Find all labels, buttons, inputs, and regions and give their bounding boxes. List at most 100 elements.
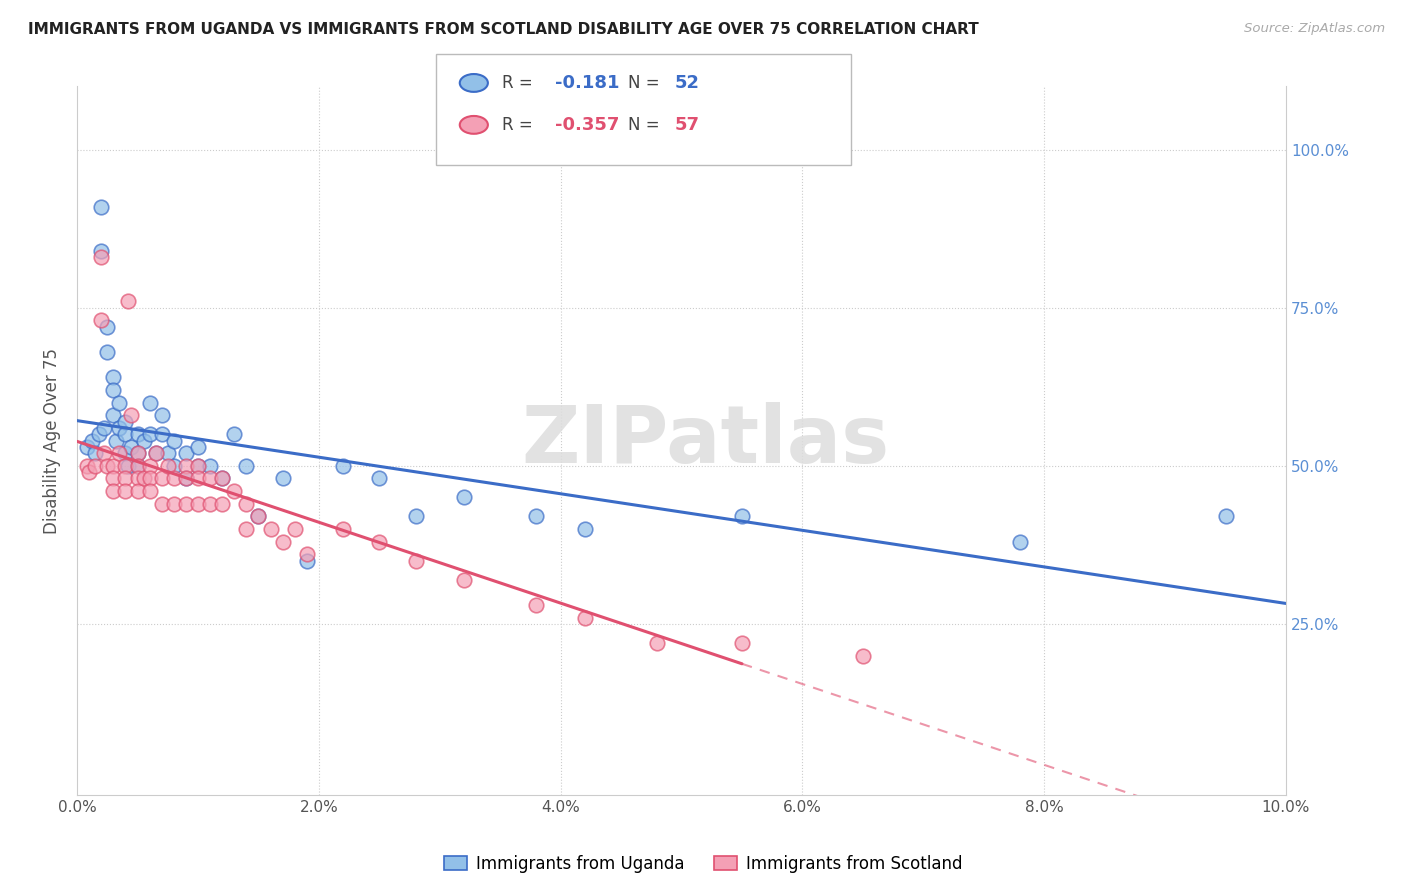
Point bbox=[103, 484, 125, 499]
Point bbox=[211, 471, 233, 485]
Point bbox=[187, 458, 209, 473]
Text: N =: N = bbox=[628, 116, 665, 134]
Point bbox=[198, 458, 221, 473]
Point bbox=[138, 471, 160, 485]
Point bbox=[852, 648, 875, 663]
Point bbox=[108, 446, 131, 460]
Point bbox=[138, 395, 160, 409]
Point bbox=[138, 427, 160, 442]
Point bbox=[93, 421, 115, 435]
Point bbox=[174, 446, 197, 460]
Point bbox=[127, 427, 149, 442]
Point bbox=[259, 522, 281, 536]
Point bbox=[121, 440, 143, 454]
Point bbox=[187, 458, 209, 473]
Text: N =: N = bbox=[628, 74, 665, 92]
Point bbox=[138, 458, 160, 473]
Point bbox=[84, 446, 107, 460]
Point bbox=[114, 427, 136, 442]
Point bbox=[108, 395, 131, 409]
Point bbox=[150, 427, 173, 442]
Point bbox=[103, 458, 125, 473]
Point bbox=[117, 458, 139, 473]
Point bbox=[368, 471, 391, 485]
Point bbox=[90, 250, 112, 264]
Point bbox=[127, 458, 149, 473]
Point bbox=[96, 458, 118, 473]
Point bbox=[150, 497, 173, 511]
Point bbox=[647, 636, 669, 650]
Point bbox=[90, 200, 112, 214]
Point bbox=[187, 497, 209, 511]
Point bbox=[80, 434, 103, 448]
Point bbox=[108, 421, 131, 435]
Point bbox=[104, 434, 127, 448]
Text: ZIPatlas: ZIPatlas bbox=[522, 401, 890, 480]
Point bbox=[163, 434, 186, 448]
Point bbox=[224, 484, 246, 499]
Text: -0.357: -0.357 bbox=[555, 116, 620, 134]
Point bbox=[453, 491, 475, 505]
Point bbox=[76, 440, 98, 454]
Point bbox=[235, 458, 257, 473]
Point bbox=[247, 509, 270, 524]
Point bbox=[163, 497, 186, 511]
Point bbox=[84, 458, 107, 473]
Point bbox=[574, 610, 596, 624]
Point bbox=[87, 427, 110, 442]
Point bbox=[235, 522, 257, 536]
Point bbox=[198, 471, 221, 485]
Point bbox=[127, 471, 149, 485]
Text: Source: ZipAtlas.com: Source: ZipAtlas.com bbox=[1244, 22, 1385, 36]
Point bbox=[77, 465, 100, 479]
Point bbox=[187, 471, 209, 485]
Point bbox=[156, 458, 179, 473]
Point bbox=[127, 446, 149, 460]
Point bbox=[145, 446, 167, 460]
Point bbox=[332, 458, 354, 473]
Point bbox=[211, 471, 233, 485]
Point bbox=[295, 554, 318, 568]
Point bbox=[96, 319, 118, 334]
Point bbox=[247, 509, 270, 524]
Point bbox=[103, 409, 125, 423]
Point bbox=[163, 458, 186, 473]
Point bbox=[96, 345, 118, 359]
Text: R =: R = bbox=[502, 116, 543, 134]
Point bbox=[90, 244, 112, 258]
Point bbox=[138, 484, 160, 499]
Point bbox=[174, 471, 197, 485]
Point bbox=[453, 573, 475, 587]
Point bbox=[114, 458, 136, 473]
Point bbox=[103, 471, 125, 485]
Point bbox=[103, 370, 125, 384]
Y-axis label: Disability Age Over 75: Disability Age Over 75 bbox=[44, 348, 60, 533]
Point bbox=[574, 522, 596, 536]
Point bbox=[731, 509, 754, 524]
Point bbox=[1008, 534, 1031, 549]
Point bbox=[198, 497, 221, 511]
Legend: Immigrants from Uganda, Immigrants from Scotland: Immigrants from Uganda, Immigrants from … bbox=[437, 848, 969, 880]
Point bbox=[127, 484, 149, 499]
Text: -0.181: -0.181 bbox=[555, 74, 620, 92]
Point bbox=[114, 471, 136, 485]
Point bbox=[150, 471, 173, 485]
Point bbox=[405, 554, 427, 568]
Point bbox=[284, 522, 307, 536]
Point bbox=[76, 458, 98, 473]
Point bbox=[156, 446, 179, 460]
Text: IMMIGRANTS FROM UGANDA VS IMMIGRANTS FROM SCOTLAND DISABILITY AGE OVER 75 CORREL: IMMIGRANTS FROM UGANDA VS IMMIGRANTS FRO… bbox=[28, 22, 979, 37]
Point bbox=[174, 497, 197, 511]
Text: R =: R = bbox=[502, 74, 543, 92]
Point bbox=[127, 446, 149, 460]
Point bbox=[163, 471, 186, 485]
Point bbox=[90, 313, 112, 327]
Point bbox=[405, 509, 427, 524]
Point bbox=[93, 446, 115, 460]
Point bbox=[211, 497, 233, 511]
Point bbox=[368, 534, 391, 549]
Point bbox=[132, 434, 155, 448]
Text: 52: 52 bbox=[675, 74, 700, 92]
Point bbox=[526, 598, 548, 612]
Point bbox=[114, 446, 136, 460]
